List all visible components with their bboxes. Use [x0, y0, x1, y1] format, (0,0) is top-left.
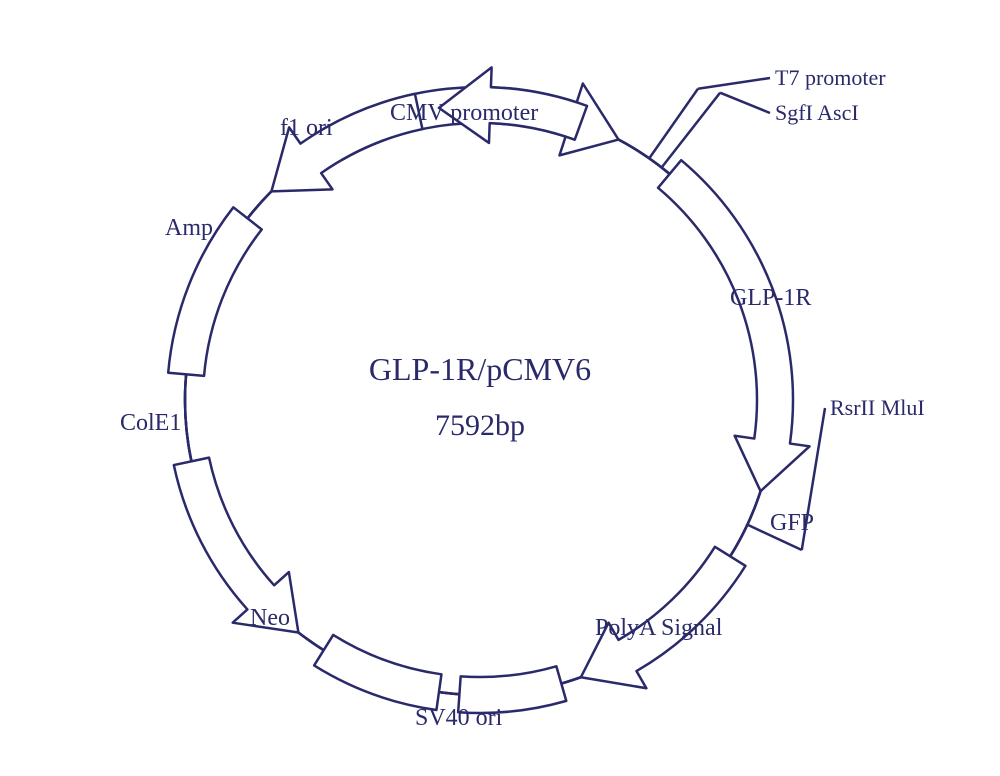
site-leader — [698, 78, 770, 89]
feature-glp-1r — [658, 160, 810, 491]
site-label: SgfI AscI — [775, 100, 859, 125]
site-label: T7 promoter — [775, 65, 886, 90]
feature-label: SV40 ori — [415, 705, 503, 731]
plasmid-title: GLP-1R/pCMV6 — [369, 351, 591, 387]
feature-label: GLP-1R — [730, 285, 811, 311]
feature-sv40-ori — [314, 635, 441, 710]
site-leader — [720, 93, 770, 113]
feature-label: PolyA Signal — [595, 615, 723, 641]
feature-label: CMV promoter — [390, 100, 538, 126]
feature-label: GFP — [770, 510, 814, 536]
backbone-arc — [730, 491, 760, 556]
site-label: RsrII MluI — [830, 395, 925, 420]
feature-label: f1 ori — [280, 115, 333, 141]
feature-label: ColE1 — [120, 410, 181, 436]
site-leader — [649, 89, 698, 159]
plasmid-size: 7592bp — [435, 409, 525, 442]
feature-label: Neo — [250, 605, 290, 631]
feature-label: Amp — [165, 215, 213, 241]
plasmid-map: CMV promoter GLP-1R GFP PolyA Signal SV40 or… — [0, 0, 1000, 776]
